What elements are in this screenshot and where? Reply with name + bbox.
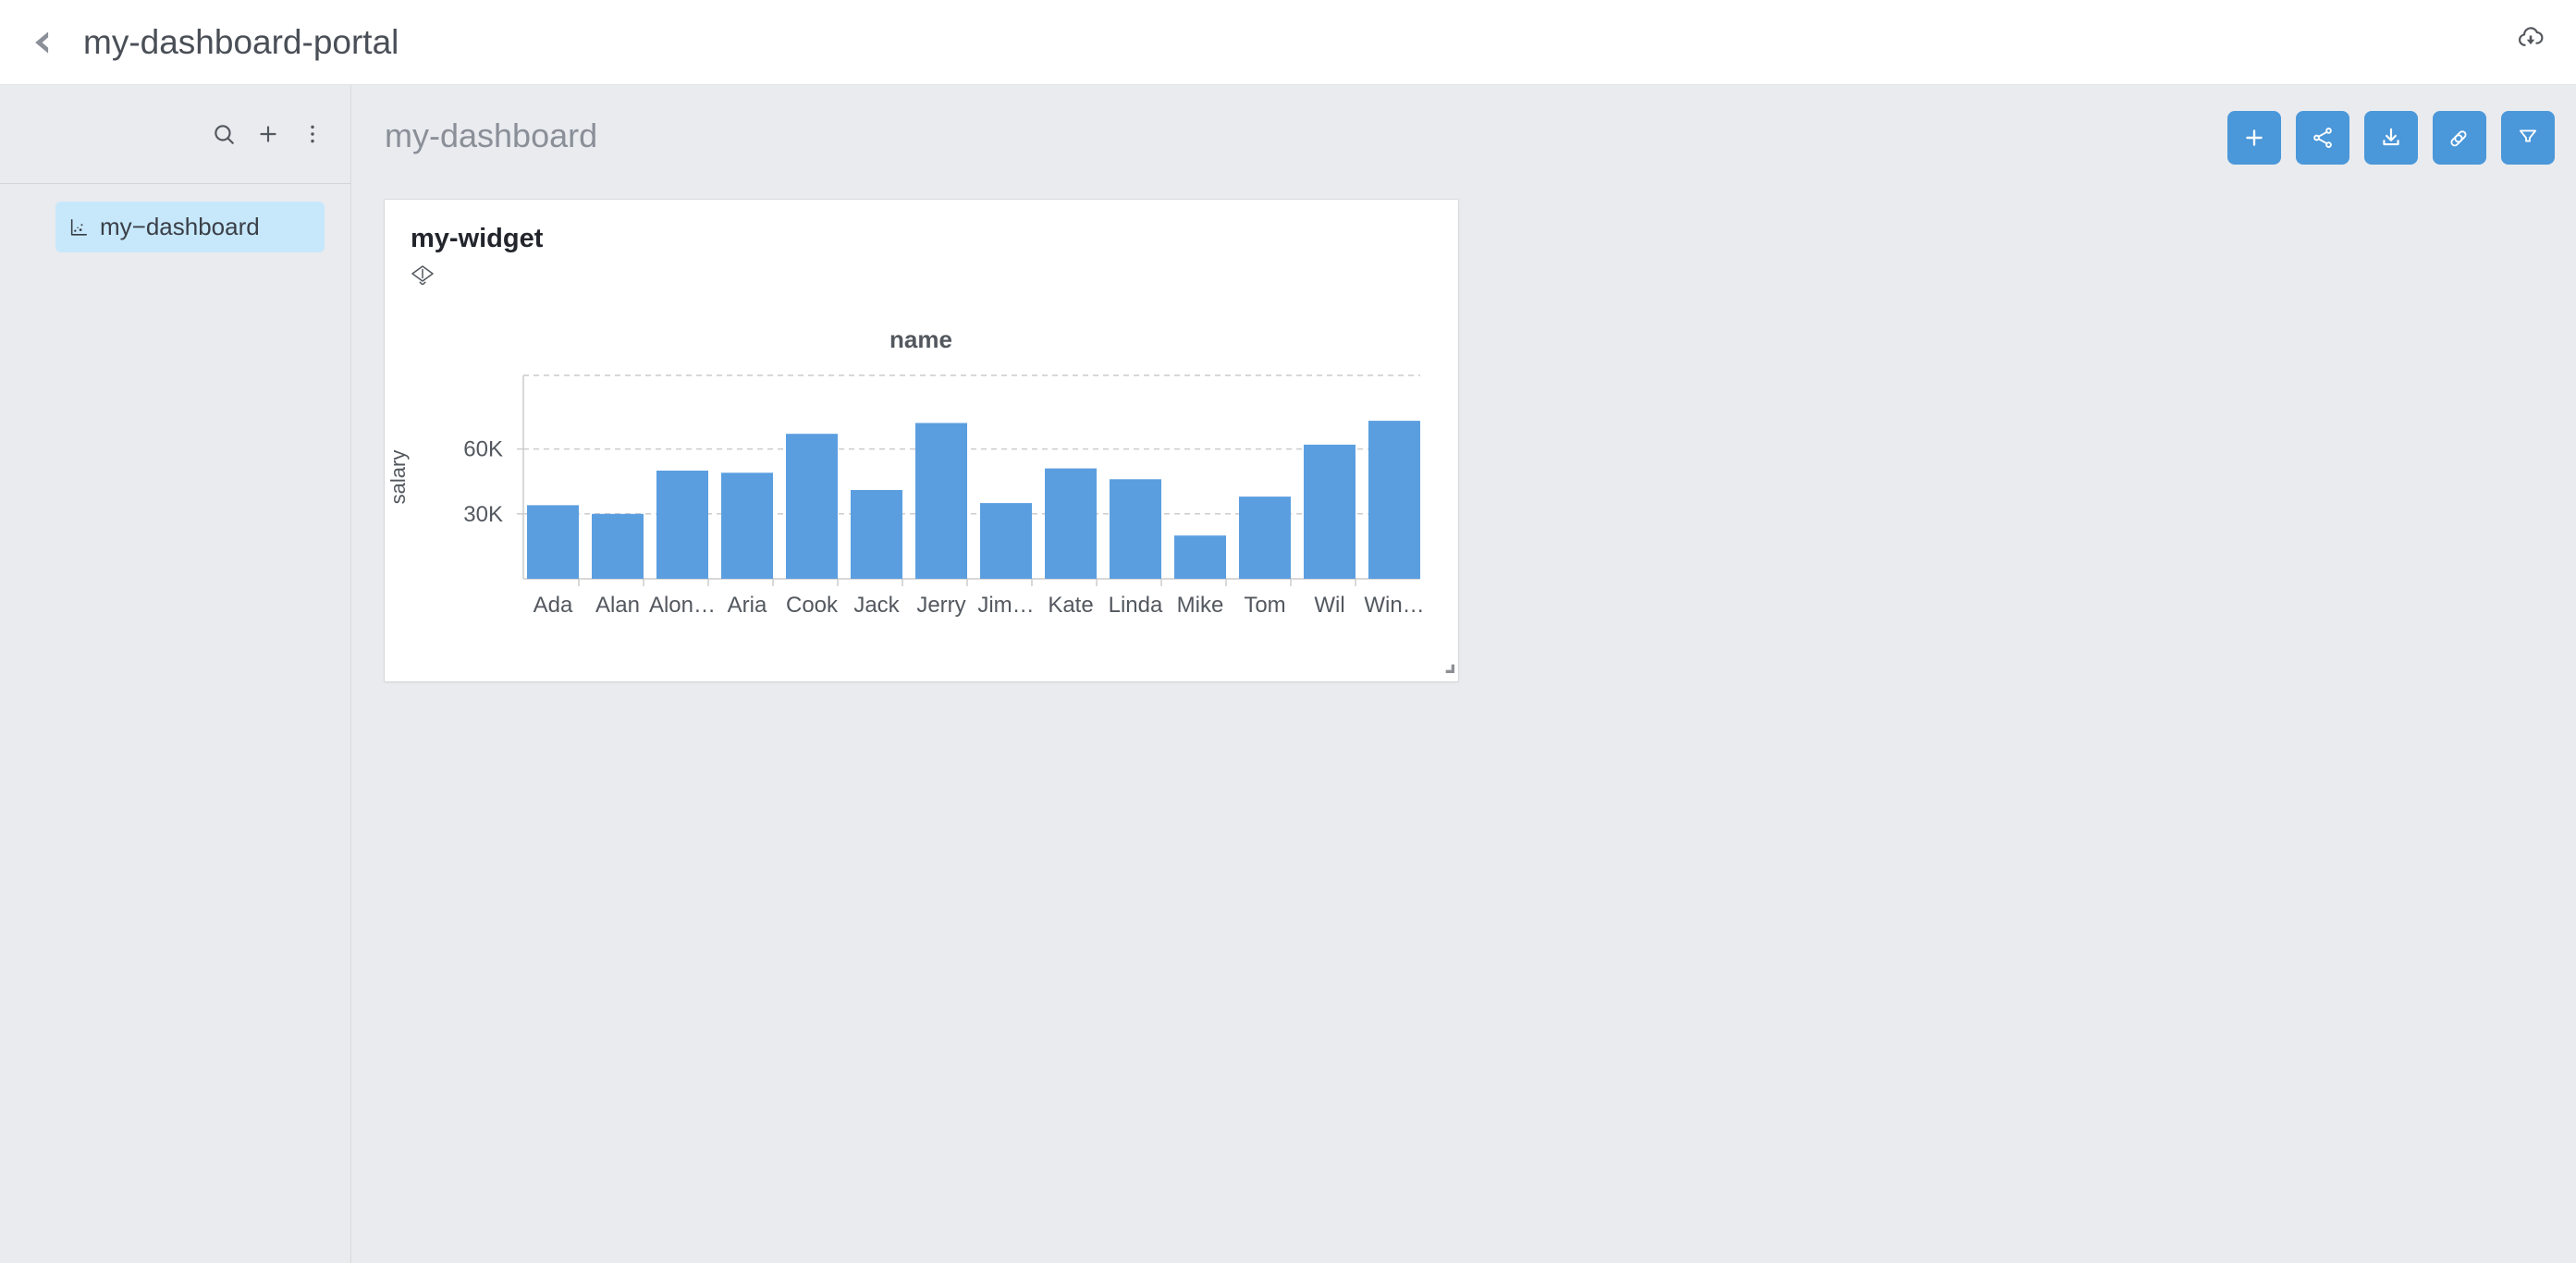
svg-text:Ada: Ada [534, 593, 573, 618]
svg-text:Alan: Alan [595, 593, 640, 618]
svg-text:Alon…: Alon… [649, 593, 716, 618]
svg-text:Jack: Jack [853, 593, 900, 618]
svg-text:Mike: Mike [1177, 593, 1224, 618]
svg-text:Win…: Win… [1364, 593, 1424, 618]
svg-text:Jerry: Jerry [916, 593, 965, 618]
svg-text:Cook: Cook [786, 593, 839, 618]
svg-text:Tom: Tom [1244, 593, 1285, 618]
svg-text:60K: 60K [463, 437, 503, 462]
svg-text:salary: salary [386, 450, 410, 505]
svg-text:30K: 30K [463, 502, 503, 527]
svg-text:Linda: Linda [1109, 593, 1163, 618]
svg-text:Wil: Wil [1314, 593, 1344, 618]
svg-text:Aria: Aria [728, 593, 767, 618]
svg-text:Jim…: Jim… [977, 593, 1034, 618]
svg-text:Kate: Kate [1048, 593, 1093, 618]
svg-text:name: name [889, 325, 952, 353]
